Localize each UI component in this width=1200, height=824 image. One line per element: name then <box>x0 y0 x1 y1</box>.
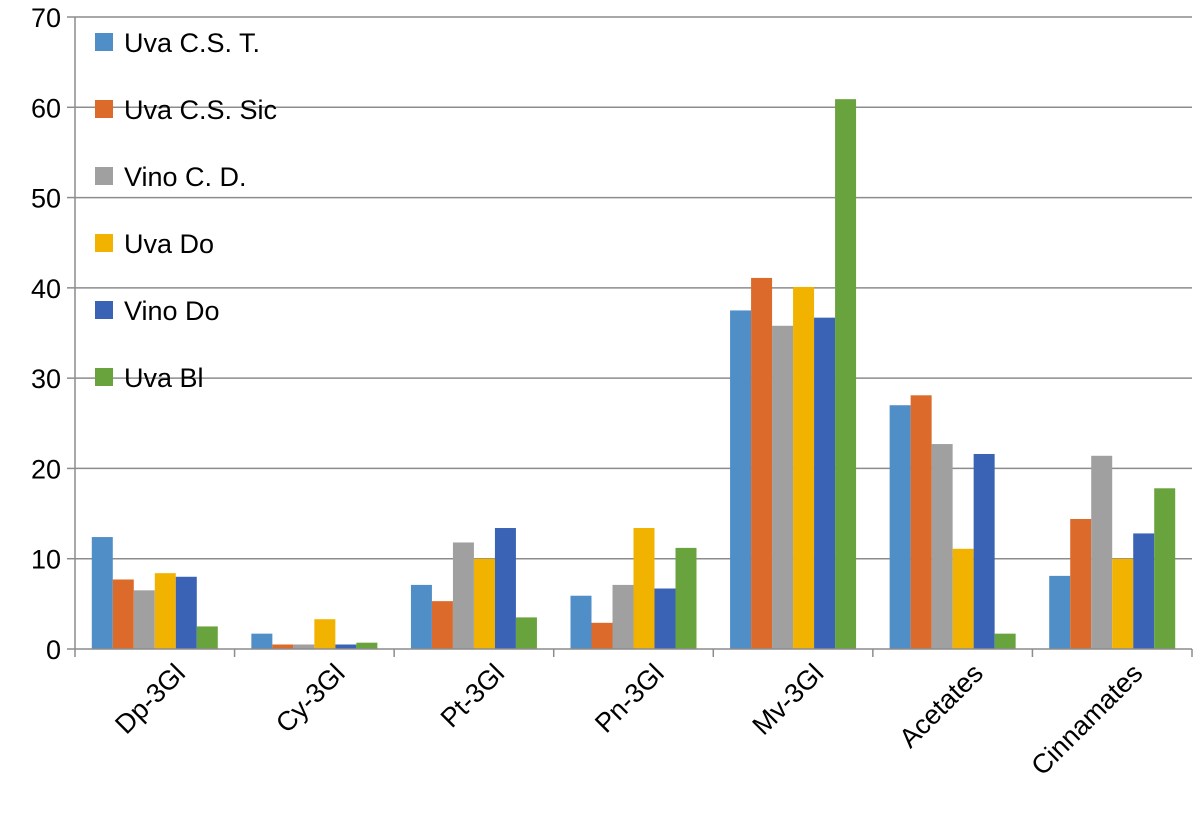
y-tick-label: 10 <box>31 545 61 575</box>
bar <box>293 644 315 649</box>
bar <box>91 537 113 649</box>
bar <box>772 325 794 649</box>
bar <box>570 595 592 649</box>
x-tick-label: Acetates <box>893 658 989 754</box>
bar <box>591 622 613 649</box>
bar <box>931 444 953 649</box>
legend-swatch <box>95 234 113 252</box>
bar <box>654 588 676 649</box>
bar <box>335 644 357 649</box>
bar <box>835 99 857 649</box>
bar <box>675 547 697 649</box>
bars <box>91 99 1176 649</box>
legend-label: Uva Do <box>124 229 214 259</box>
bar <box>973 453 995 649</box>
y-tick-labels: 0 10 20 30 40 50 60 70 <box>31 3 61 665</box>
legend-label: Vino Do <box>124 296 220 326</box>
bar <box>910 395 932 649</box>
y-tick-label: 0 <box>46 635 61 665</box>
bar <box>473 558 495 649</box>
legend-label: Uva C.S. T. <box>124 28 260 58</box>
y-tick-label: 30 <box>31 364 61 394</box>
legend-swatch <box>95 167 113 185</box>
legend-label: Uva Bl <box>124 363 204 393</box>
y-tick-label: 50 <box>31 184 61 214</box>
bar <box>1133 533 1155 649</box>
legend-swatch <box>95 100 113 118</box>
bar <box>793 286 815 649</box>
y-tick-label: 20 <box>31 454 61 484</box>
legend-swatch <box>95 33 113 51</box>
x-tick-label: Dp-3Gl <box>109 658 191 740</box>
bar <box>1154 488 1176 649</box>
bar <box>1049 575 1071 649</box>
x-tick-label: Mv-3Gl <box>747 658 830 741</box>
bar <box>730 310 752 649</box>
x-tick-label: Cinnamates <box>1025 658 1148 781</box>
x-tick-label: Pt-3Gl <box>435 658 510 733</box>
bar <box>133 590 155 649</box>
bar <box>751 277 773 649</box>
x-tick-label: Cy-3Gl <box>270 658 351 739</box>
bar <box>154 573 176 649</box>
bar <box>814 317 836 649</box>
x-tick-labels: Dp-3Gl Cy-3Gl Pt-3Gl Pn-3Gl Mv-3Gl Acetates Ci… <box>109 658 1148 781</box>
legend-swatch <box>95 301 113 319</box>
bar <box>952 548 974 649</box>
bar <box>515 617 537 649</box>
legend-label: Uva C.S. Sic <box>124 95 277 125</box>
bar <box>410 584 432 649</box>
y-tick-label: 60 <box>31 93 61 123</box>
legend-label: Vino C. D. <box>124 162 247 192</box>
bar <box>633 528 655 649</box>
bar <box>994 633 1016 649</box>
legend-swatch <box>95 368 113 386</box>
bar <box>494 528 516 649</box>
bar <box>431 601 453 649</box>
x-tick-label: Pn-3Gl <box>589 658 670 739</box>
bar <box>314 619 336 649</box>
bar <box>612 584 634 649</box>
legend: Uva C.S. T. Uva C.S. Sic Vino C. D. Uva Do V… <box>95 28 277 393</box>
bar <box>1112 558 1134 649</box>
y-tick-label: 40 <box>31 274 61 304</box>
bar <box>112 579 134 649</box>
axes <box>67 16 1193 657</box>
bar <box>175 576 197 649</box>
bar <box>452 542 474 649</box>
bar <box>196 626 218 649</box>
y-tick-label: 70 <box>31 3 61 33</box>
bar <box>272 644 294 649</box>
bar <box>1070 518 1092 649</box>
bar <box>356 642 378 649</box>
bar <box>1091 455 1113 649</box>
bar <box>889 405 911 649</box>
gridlines <box>75 16 1192 560</box>
bar <box>251 633 273 649</box>
